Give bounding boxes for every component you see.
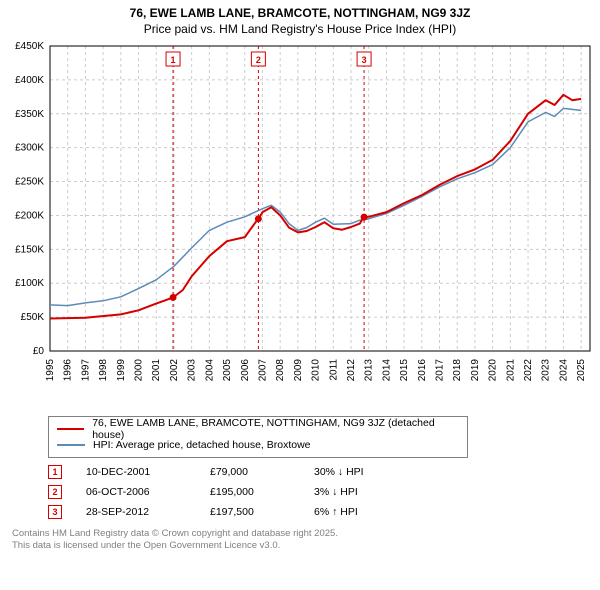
chart-marker-1: 1 xyxy=(171,55,176,65)
footer-line-1: Contains HM Land Registry data © Crown c… xyxy=(12,528,588,540)
y-tick-label: £100K xyxy=(15,278,44,289)
footer-line-2: This data is licensed under the Open Gov… xyxy=(12,540,588,552)
marker-diff: 6% ↑ HPI xyxy=(314,506,404,518)
marker-date: 06-OCT-2006 xyxy=(86,486,186,498)
x-tick-label: 2013 xyxy=(364,359,375,382)
marker-price: £195,000 xyxy=(210,486,290,498)
legend: 76, EWE LAMB LANE, BRAMCOTE, NOTTINGHAM,… xyxy=(48,416,468,458)
sale-dot xyxy=(170,294,177,301)
x-tick-label: 1999 xyxy=(116,359,127,382)
legend-label: 76, EWE LAMB LANE, BRAMCOTE, NOTTINGHAM,… xyxy=(92,417,459,441)
x-tick-label: 2021 xyxy=(505,359,516,382)
footer-attribution: Contains HM Land Registry data © Crown c… xyxy=(12,528,588,553)
x-tick-label: 2025 xyxy=(576,359,587,382)
y-tick-label: £350K xyxy=(15,109,44,120)
marker-badge: 3 xyxy=(48,505,62,519)
y-tick-label: £300K xyxy=(15,143,44,154)
x-tick-label: 2003 xyxy=(187,359,198,382)
x-tick-label: 2019 xyxy=(470,359,481,382)
series-property xyxy=(50,95,581,319)
x-tick-label: 2011 xyxy=(328,359,339,381)
marker-price: £197,500 xyxy=(210,506,290,518)
x-tick-label: 2000 xyxy=(134,359,145,382)
y-tick-label: £450K xyxy=(15,41,44,52)
sale-dot xyxy=(255,215,262,222)
chart-marker-2: 2 xyxy=(256,55,261,65)
x-tick-label: 2001 xyxy=(151,359,162,382)
line-chart: £0 £50K £100K £150K £200K £250K £300K £350K £400… xyxy=(0,38,600,408)
x-tick-label: 2005 xyxy=(222,359,233,382)
x-tick-label: 2017 xyxy=(435,359,446,382)
marker-price: £79,000 xyxy=(210,466,290,478)
legend-swatch xyxy=(57,444,85,446)
y-tick-label: £0 xyxy=(33,346,45,357)
x-tick-label: 2018 xyxy=(452,359,463,382)
x-tick-label: 2022 xyxy=(523,359,534,382)
marker-diff: 30% ↓ HPI xyxy=(314,466,404,478)
x-tick-label: 2023 xyxy=(541,359,552,382)
marker-badge: 1 xyxy=(48,465,62,479)
y-tick-label: £50K xyxy=(21,312,45,323)
marker-row: 3 28-SEP-2012 £197,500 6% ↑ HPI xyxy=(48,502,588,522)
legend-label: HPI: Average price, detached house, Brox… xyxy=(93,439,311,451)
x-tick-label: 2015 xyxy=(399,359,410,382)
title-address: 76, EWE LAMB LANE, BRAMCOTE, NOTTINGHAM,… xyxy=(4,6,596,20)
x-tick-label: 1996 xyxy=(63,359,74,382)
x-tick-label: 2012 xyxy=(346,359,357,382)
chart-titles: 76, EWE LAMB LANE, BRAMCOTE, NOTTINGHAM,… xyxy=(0,0,600,38)
y-tick-label: £150K xyxy=(15,244,44,255)
y-tick-label: £400K xyxy=(15,75,44,86)
x-tick-label: 2009 xyxy=(293,359,304,382)
x-tick-label: 2006 xyxy=(240,359,251,382)
x-tick-label: 2007 xyxy=(257,359,268,382)
x-tick-label: 2008 xyxy=(275,359,286,382)
title-subtitle: Price paid vs. HM Land Registry's House … xyxy=(4,22,596,36)
chart-marker-3: 3 xyxy=(362,55,367,65)
x-tick-label: 2002 xyxy=(169,359,180,382)
marker-date: 28-SEP-2012 xyxy=(86,506,186,518)
x-tick-label: 1997 xyxy=(80,359,91,382)
x-tick-label: 2020 xyxy=(488,359,499,382)
sale-dot xyxy=(361,214,368,221)
x-tick-label: 2016 xyxy=(417,359,428,382)
marker-row: 2 06-OCT-2006 £195,000 3% ↓ HPI xyxy=(48,482,588,502)
y-tick-label: £200K xyxy=(15,210,44,221)
legend-swatch xyxy=(57,428,84,430)
marker-date: 10-DEC-2001 xyxy=(86,466,186,478)
x-tick-label: 1998 xyxy=(98,359,109,382)
y-tick-label: £250K xyxy=(15,177,44,188)
x-tick-label: 2004 xyxy=(204,359,215,382)
marker-table: 1 10-DEC-2001 £79,000 30% ↓ HPI 2 06-OCT-2006… xyxy=(48,462,588,522)
x-tick-label: 2010 xyxy=(311,359,322,382)
x-tick-label: 2024 xyxy=(558,359,569,382)
marker-diff: 3% ↓ HPI xyxy=(314,486,404,498)
x-tick-label: 2014 xyxy=(381,359,392,382)
x-tick-label: 1995 xyxy=(45,359,56,382)
chart-area: £0 £50K £100K £150K £200K £250K £300K £350K £400… xyxy=(0,38,600,408)
marker-row: 1 10-DEC-2001 £79,000 30% ↓ HPI xyxy=(48,462,588,482)
marker-badge: 2 xyxy=(48,485,62,499)
legend-item: 76, EWE LAMB LANE, BRAMCOTE, NOTTINGHAM,… xyxy=(57,421,459,437)
